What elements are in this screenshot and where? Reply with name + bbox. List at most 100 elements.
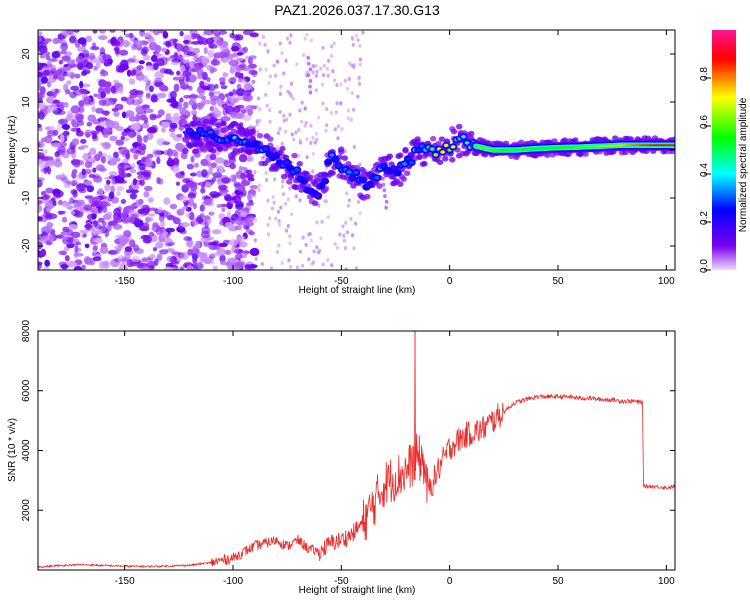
noise-blob — [338, 232, 342, 237]
noise-blob — [184, 46, 194, 52]
noise-blob — [276, 59, 280, 64]
noise-blob — [248, 70, 258, 75]
noise-blob — [76, 183, 86, 192]
noise-blob — [179, 30, 184, 37]
noise-blob — [98, 86, 103, 91]
noise-blob — [333, 242, 337, 247]
noise-blob — [219, 260, 227, 266]
ridge-halo — [376, 183, 383, 189]
noise-blob — [86, 213, 97, 221]
noise-blob — [130, 213, 138, 218]
noise-blob — [43, 194, 51, 199]
noise-blob — [355, 33, 359, 38]
noise-blob — [77, 46, 87, 52]
noise-blob — [83, 204, 93, 211]
ridge-halo — [338, 146, 345, 152]
ridge-core — [208, 130, 213, 135]
noise-blob — [331, 69, 335, 74]
ridge-halo — [544, 152, 551, 158]
snr-series-layer — [38, 331, 675, 569]
ridge-core — [409, 160, 414, 165]
noise-blob — [300, 100, 304, 105]
noise-blob — [76, 120, 85, 126]
noise-blob — [80, 65, 88, 71]
noise-blob — [73, 161, 81, 168]
noise-blob — [307, 257, 311, 262]
noise-blob — [54, 151, 60, 158]
ridge-core — [319, 183, 324, 188]
noise-blob — [335, 83, 339, 87]
noise-blob — [266, 222, 270, 227]
noise-blob — [192, 256, 198, 264]
noise-blob — [138, 114, 147, 121]
noise-blob — [311, 169, 315, 174]
noise-blob — [358, 43, 362, 48]
noise-blob — [81, 70, 87, 77]
noise-blob — [108, 175, 116, 180]
noise-blob — [270, 206, 274, 211]
noise-blob — [155, 241, 164, 249]
noise-blob — [53, 189, 64, 198]
noise-blob — [234, 71, 241, 78]
noise-blob — [140, 48, 148, 56]
noise-blob — [38, 140, 45, 149]
noise-blob — [38, 200, 43, 205]
noise-blob — [315, 245, 319, 250]
noise-blob — [91, 105, 96, 112]
noise-blob — [120, 135, 125, 140]
noise-blob — [344, 220, 348, 225]
ridge-halo — [192, 148, 199, 154]
ridge-halo — [286, 179, 293, 185]
x-tick-label: 100 — [658, 276, 675, 287]
noise-blob — [196, 215, 203, 220]
noise-blob — [123, 230, 132, 238]
noise-blob — [228, 92, 234, 97]
spectrogram-x-label: Height of straight line (km) — [299, 285, 416, 296]
noise-blob — [253, 238, 257, 243]
noise-blob — [242, 91, 249, 96]
noise-blob — [330, 263, 334, 268]
noise-blob — [258, 67, 262, 72]
noise-blob — [356, 94, 360, 99]
noise-blob — [141, 171, 150, 176]
noise-blob — [179, 72, 184, 80]
noise-blob — [120, 30, 128, 33]
noise-blob — [46, 207, 51, 213]
noise-blob — [176, 43, 182, 52]
noise-blob — [347, 77, 351, 81]
noise-blob — [39, 62, 47, 67]
noise-blob — [258, 118, 262, 123]
noise-blob — [118, 85, 124, 95]
noise-blob — [208, 211, 215, 216]
noise-blob — [141, 257, 149, 263]
noise-blob — [324, 128, 328, 133]
noise-blob — [352, 65, 356, 70]
noise-blob — [218, 242, 228, 248]
noise-blob — [229, 111, 238, 117]
noise-blob — [352, 145, 356, 149]
noise-blob — [312, 260, 316, 265]
noise-blob — [221, 207, 226, 213]
noise-blob — [343, 78, 347, 83]
noise-blob — [170, 96, 176, 103]
noise-blob — [318, 248, 322, 253]
noise-blob — [188, 198, 195, 207]
noise-blob — [190, 172, 197, 177]
noise-blob — [84, 161, 93, 169]
noise-blob — [219, 191, 228, 196]
noise-blob — [185, 59, 190, 67]
noise-blob — [171, 260, 180, 265]
y-tick-label: 20 — [21, 48, 32, 60]
noise-blob — [80, 99, 85, 108]
noise-blob — [62, 124, 70, 131]
noise-blob — [173, 151, 179, 159]
noise-blob — [322, 63, 326, 68]
noise-blob — [81, 168, 86, 176]
noise-blob — [356, 38, 360, 43]
noise-blob — [126, 132, 134, 137]
noise-blob — [179, 80, 185, 86]
noise-blob — [60, 42, 68, 51]
noise-blob — [58, 118, 68, 126]
noise-blob — [139, 226, 150, 232]
noise-blob — [82, 232, 87, 238]
